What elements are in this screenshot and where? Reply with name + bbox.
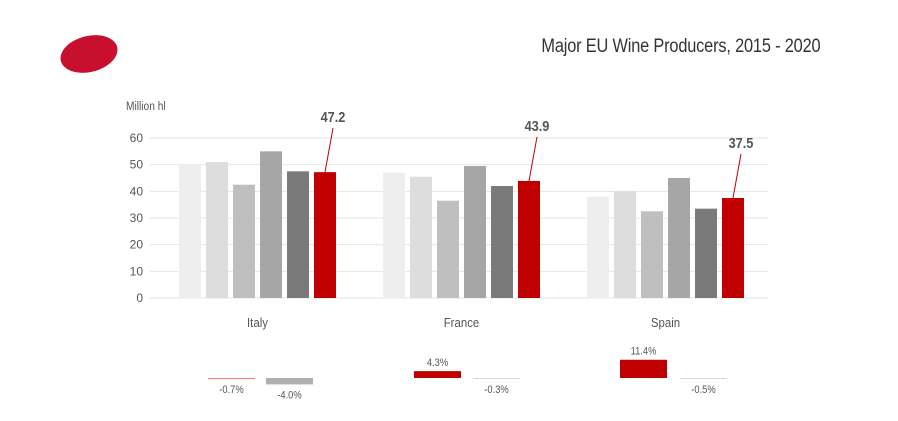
- y-tick-label: 10: [130, 264, 144, 278]
- data-label: 37.5: [729, 134, 754, 151]
- bar: [233, 184, 255, 298]
- change-bar: [414, 371, 461, 378]
- x-tick-label: Spain: [651, 315, 680, 330]
- logo-ellipse: [60, 35, 118, 73]
- change-label: -0.5%: [691, 384, 715, 396]
- bar: [668, 178, 690, 298]
- bar: [491, 186, 513, 298]
- change-label: -4.0%: [277, 390, 301, 402]
- data-label-leader: [732, 153, 742, 199]
- bar: [518, 180, 540, 298]
- change-label: -0.3%: [484, 384, 508, 396]
- y-tick-label: 0: [136, 291, 143, 305]
- change-label: 4.3%: [427, 357, 448, 369]
- bar: [587, 196, 609, 298]
- bar: [260, 151, 282, 298]
- y-tick-label: 20: [130, 238, 144, 252]
- chart-title: Major EU Wine Producers, 2015 - 2020: [541, 36, 820, 57]
- x-tick-label: Italy: [247, 315, 269, 330]
- change-label: 11.4%: [631, 346, 657, 358]
- bar: [695, 208, 717, 298]
- data-label-leader: [528, 136, 538, 182]
- bar: [206, 162, 228, 298]
- data-label: 43.9: [525, 117, 550, 134]
- y-tick-label: 50: [130, 158, 144, 172]
- bar: [383, 172, 405, 298]
- change-bar: [620, 359, 667, 378]
- bar: [179, 164, 201, 298]
- data-label: 47.2: [321, 108, 346, 125]
- bar: [314, 172, 336, 298]
- x-tick-label: France: [444, 315, 480, 330]
- y-axis-label: Million hl: [126, 100, 166, 113]
- y-tick-label: 30: [130, 211, 144, 225]
- bar: [437, 200, 459, 298]
- bar: [464, 166, 486, 298]
- y-tick-label: 40: [130, 184, 144, 198]
- change-bar: [208, 378, 255, 380]
- bar: [614, 191, 636, 298]
- change-bar: [473, 378, 520, 379]
- bar: [410, 176, 432, 298]
- data-label-leader: [324, 128, 334, 173]
- bar: [287, 171, 309, 298]
- change-bar: [266, 378, 313, 385]
- brand-logo: [60, 35, 118, 73]
- change-bar: [680, 378, 727, 379]
- change-label: -0.7%: [219, 384, 243, 396]
- bar: [722, 198, 744, 298]
- bar: [641, 211, 663, 298]
- y-tick-label: 60: [130, 131, 144, 145]
